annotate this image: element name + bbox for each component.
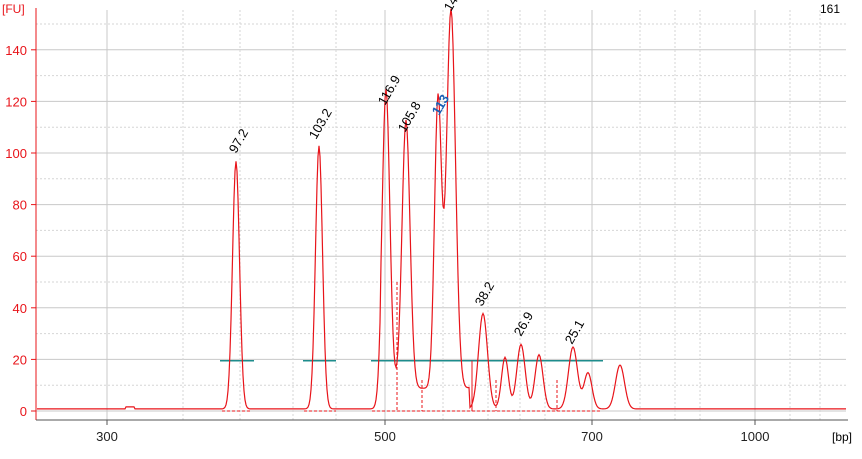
y-tick-label: 100	[5, 146, 27, 161]
peak-label: 113	[429, 92, 452, 118]
x-tick-label: 700	[581, 429, 603, 444]
signal-trace	[37, 8, 846, 410]
peak-label: 116.9	[375, 73, 404, 108]
peak-label: 38.2	[472, 279, 498, 308]
peak-label: 103.2	[306, 106, 335, 142]
trace-line	[37, 8, 846, 410]
y-tick-label: 40	[13, 301, 27, 316]
x-tick-label: 500	[374, 429, 396, 444]
x-tick-label: 1000	[741, 429, 770, 444]
peak-label: 25.1	[562, 317, 588, 346]
y-tick-label: 20	[13, 352, 27, 367]
y-unit-label: [FU]	[2, 2, 25, 16]
peak-label: 147.7	[441, 0, 470, 14]
sample-id-label: 161	[820, 2, 841, 16]
peak-label: 97.2	[226, 126, 252, 155]
tick-labels: 0 20 40 60 80 100 120 140 300 500 700 1000	[5, 43, 769, 444]
y-tick-label: 120	[5, 94, 27, 109]
peak-label: 105.8	[395, 99, 424, 135]
grid-lines	[36, 10, 846, 420]
y-tick-label: 140	[5, 43, 27, 58]
y-tick-label: 80	[13, 198, 27, 213]
axes	[31, 8, 848, 425]
x-tick-label: 300	[96, 429, 118, 444]
y-tick-label: 0	[20, 404, 27, 419]
x-unit-label: [bp]	[832, 430, 853, 444]
y-tick-label: 60	[13, 249, 27, 264]
